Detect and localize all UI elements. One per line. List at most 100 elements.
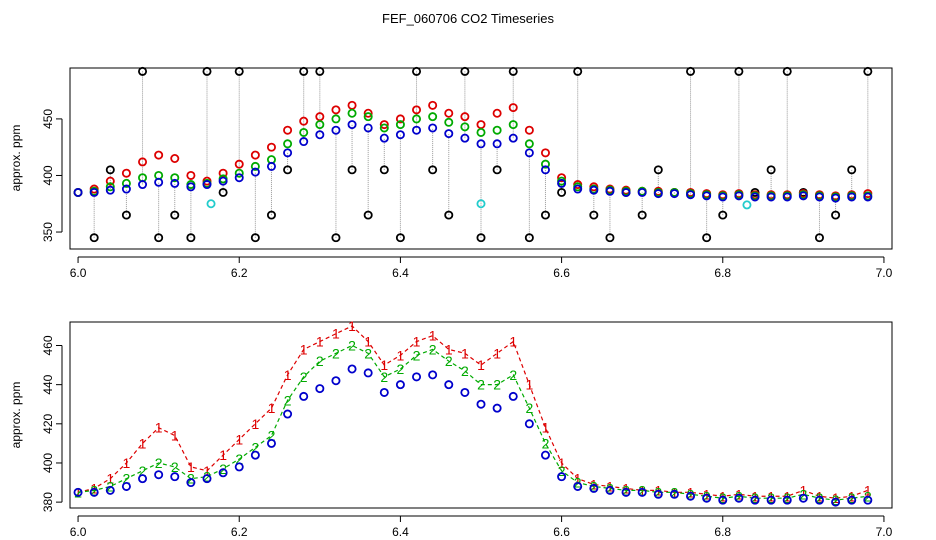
point-series-2: 2 — [525, 400, 533, 416]
point-series-2: 2 — [397, 361, 405, 377]
point-series-1: 1 — [799, 482, 807, 498]
point-series-3 — [299, 137, 309, 147]
point-series-2 — [395, 120, 405, 130]
point-series-raw — [540, 210, 550, 220]
point-series-3 — [476, 139, 486, 149]
point-series-1: 1 — [477, 357, 485, 373]
point-series-1 — [121, 168, 131, 178]
point-series-3 — [476, 399, 486, 409]
x-tick-label: 6.6 — [553, 525, 570, 539]
point-series-2: 2 — [300, 369, 308, 385]
point-series-raw — [331, 233, 341, 243]
point-series-2: 2 — [90, 482, 98, 498]
point-series-raw — [428, 165, 438, 175]
plot-frame-bottom — [69, 321, 893, 509]
point-series-3 — [766, 192, 776, 202]
point-series-3 — [814, 192, 824, 202]
point-series-3 — [460, 387, 470, 397]
point-series-3 — [782, 495, 792, 505]
point-series-2: 2 — [203, 469, 211, 485]
point-series-3 — [669, 489, 679, 499]
point-series-1 — [266, 142, 276, 152]
point-series-raw — [266, 210, 276, 220]
ylabel-top: approx. ppm — [9, 125, 23, 192]
point-series-3 — [686, 190, 696, 200]
point-series-2: 2 — [767, 490, 775, 506]
point-series-2: 2 — [832, 492, 840, 508]
point-series-3 — [621, 487, 631, 497]
point-series-3 — [315, 384, 325, 394]
point-series-1 — [299, 116, 309, 126]
point-series-1 — [283, 125, 293, 135]
point-series-3 — [395, 380, 405, 390]
point-series-3 — [702, 493, 712, 503]
series-line-1 — [77, 325, 869, 499]
point-series-2: 2 — [751, 490, 759, 506]
point-series-2: 2 — [638, 482, 646, 498]
point-series-2 — [476, 127, 486, 137]
point-series-3 — [266, 161, 276, 171]
point-series-2: 2 — [251, 439, 259, 455]
point-series-3 — [170, 178, 180, 188]
point-series-3 — [847, 495, 857, 505]
point-series-raw — [847, 165, 857, 175]
y-tick-label: 400 — [41, 165, 55, 185]
x-tick-label: 6.2 — [231, 525, 248, 539]
point-series-3 — [105, 185, 115, 195]
point-series-2: 2 — [123, 471, 131, 487]
point-series-raw — [508, 66, 518, 76]
point-series-3 — [379, 133, 389, 143]
point-series-raw — [718, 210, 728, 220]
point-series-raw — [234, 66, 244, 76]
point-series-raw — [557, 187, 567, 197]
point-series-2: 2 — [461, 363, 469, 379]
point-flagged — [476, 199, 486, 209]
point-series-2 — [121, 178, 131, 188]
point-series-2: 2 — [445, 353, 453, 369]
point-series-2: 2 — [558, 463, 566, 479]
point-series-3 — [492, 139, 502, 149]
point-series-1: 1 — [864, 482, 872, 498]
point-series-1 — [540, 148, 550, 158]
point-series-2: 2 — [155, 455, 163, 471]
point-series-raw — [782, 66, 792, 76]
point-series-raw — [250, 233, 260, 243]
point-series-3 — [524, 419, 534, 429]
point-series-2: 2 — [816, 490, 824, 506]
point-series-2: 2 — [703, 488, 711, 504]
series-line-2 — [77, 344, 868, 501]
x-tick-label: 6.8 — [714, 525, 731, 539]
x-tick-label: 7.0 — [876, 266, 893, 280]
point-series-3 — [379, 387, 389, 397]
point-series-1: 1 — [380, 357, 388, 373]
x-tick-label: 6.0 — [70, 266, 87, 280]
point-series-2: 2 — [348, 337, 356, 353]
point-series-raw — [283, 165, 293, 175]
point-series-raw — [766, 165, 776, 175]
point-series-3 — [347, 120, 357, 130]
point-series-2: 2 — [848, 490, 856, 506]
point-series-2 — [299, 127, 309, 137]
point-series-1: 1 — [445, 341, 453, 357]
chart-title: FEF_060706 CO2 Timeseries — [382, 11, 554, 26]
point-series-3 — [637, 187, 647, 197]
point-series-3 — [589, 483, 599, 493]
point-series-raw — [460, 66, 470, 76]
point-series-raw — [492, 165, 502, 175]
point-series-2 — [363, 112, 373, 122]
point-series-3 — [444, 129, 454, 139]
point-series-2: 2 — [687, 486, 695, 502]
point-series-3 — [218, 176, 228, 186]
point-series-2: 2 — [74, 484, 82, 500]
point-series-1 — [170, 153, 180, 163]
point-series-raw — [686, 66, 696, 76]
point-series-1: 1 — [219, 447, 227, 463]
point-series-3 — [637, 487, 647, 497]
point-series-3 — [798, 493, 808, 503]
point-series-3 — [686, 491, 696, 501]
point-series-1: 1 — [139, 435, 147, 451]
point-series-2: 2 — [606, 480, 614, 496]
point-series-raw — [589, 210, 599, 220]
point-series-3 — [250, 167, 260, 177]
point-series-1: 1 — [123, 455, 131, 471]
